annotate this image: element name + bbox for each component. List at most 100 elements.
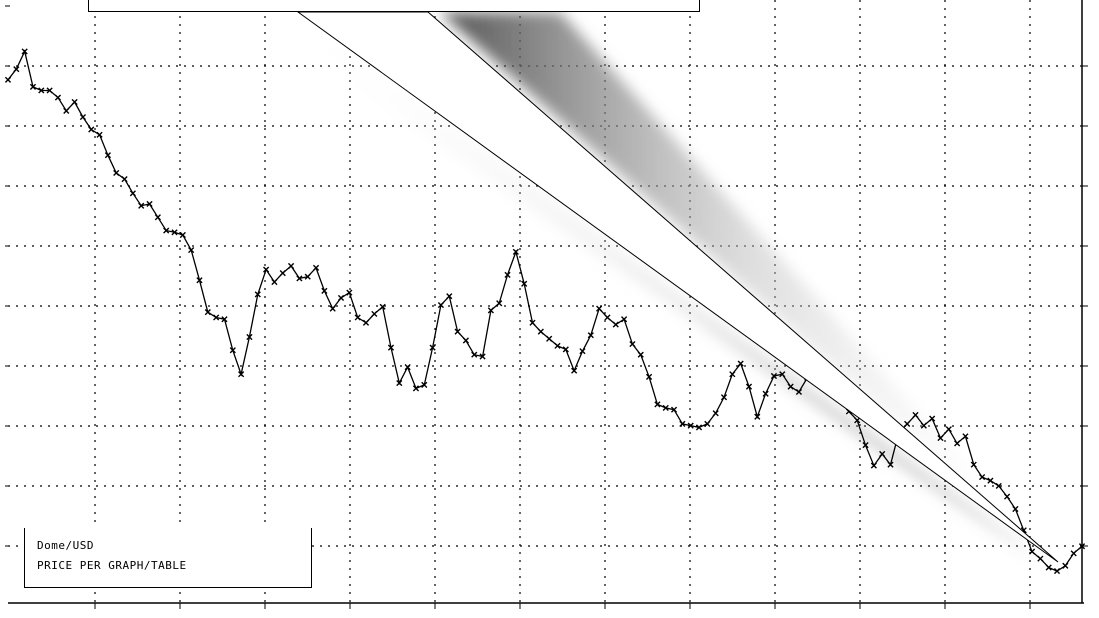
data-point <box>196 277 203 284</box>
data-point <box>404 364 411 371</box>
data-point <box>745 383 753 390</box>
data-point <box>179 231 186 239</box>
data-point <box>504 271 511 278</box>
data-point <box>537 328 544 335</box>
data-point <box>987 477 994 484</box>
data-point <box>654 401 661 408</box>
data-point <box>962 433 969 440</box>
data-point <box>154 214 161 221</box>
data-point <box>879 450 886 458</box>
data-point <box>645 373 653 380</box>
data-point <box>262 266 270 273</box>
data-point <box>779 371 786 378</box>
data-point <box>221 316 228 323</box>
data-point <box>571 367 578 374</box>
data-point <box>770 372 778 380</box>
data-point <box>629 340 636 348</box>
data-point <box>204 309 211 316</box>
data-point <box>737 360 744 367</box>
data-point <box>329 305 336 312</box>
data-point <box>662 404 669 412</box>
data-point <box>787 383 794 390</box>
data-point <box>362 319 370 326</box>
data-point <box>29 83 37 90</box>
data-point <box>88 126 95 133</box>
data-point <box>954 440 961 447</box>
data-point <box>71 98 78 106</box>
data-point <box>371 310 378 318</box>
data-point <box>437 301 445 309</box>
data-point <box>612 321 619 328</box>
data-point <box>1028 548 1036 555</box>
data-point <box>929 415 936 422</box>
data-point <box>96 131 103 138</box>
data-point <box>496 300 503 307</box>
data-point <box>912 411 919 419</box>
data-point <box>454 328 461 335</box>
data-point <box>487 307 494 314</box>
data-point <box>296 275 303 282</box>
data-point <box>754 413 761 420</box>
data-point <box>387 344 395 351</box>
data-point <box>213 314 220 321</box>
data-point <box>712 410 719 417</box>
callout-box <box>88 0 700 12</box>
data-point <box>1012 505 1019 513</box>
data-point <box>246 333 253 341</box>
data-point <box>479 353 486 360</box>
data-point <box>229 347 236 354</box>
data-point <box>587 332 594 339</box>
data-point <box>762 390 769 397</box>
data-point <box>63 107 70 114</box>
data-point <box>346 289 353 296</box>
data-point <box>887 461 894 468</box>
data-point <box>171 229 178 236</box>
data-point <box>163 227 170 234</box>
data-point <box>521 280 528 287</box>
data-point <box>304 273 311 280</box>
data-point <box>188 246 195 254</box>
data-point <box>870 462 877 469</box>
data-point <box>529 319 536 326</box>
data-point <box>462 337 470 344</box>
data-point <box>354 314 361 321</box>
data-point <box>512 248 519 255</box>
data-point <box>146 200 153 208</box>
data-point <box>704 420 711 427</box>
callout-shadow <box>245 12 1060 570</box>
data-point <box>729 371 736 378</box>
data-point <box>471 351 478 358</box>
data-point <box>695 424 703 431</box>
data-point <box>396 379 403 387</box>
data-point <box>21 48 28 55</box>
data-point <box>937 434 944 442</box>
data-point <box>854 417 861 424</box>
data-point <box>321 287 328 294</box>
data-point <box>54 94 62 101</box>
data-point <box>920 422 927 429</box>
data-point <box>604 314 611 321</box>
data-point <box>687 422 694 429</box>
data-point <box>113 169 120 177</box>
data-point <box>945 426 952 433</box>
data-point <box>429 344 436 351</box>
data-point <box>271 278 278 286</box>
data-point <box>38 87 45 94</box>
data-point <box>637 351 644 358</box>
data-point <box>795 388 803 396</box>
data-point <box>679 420 686 427</box>
data-point <box>1037 555 1044 562</box>
data-point <box>596 305 603 312</box>
legend: Dome/USD PRICE PER GRAPH/TABLE <box>24 528 312 588</box>
data-point <box>970 461 977 468</box>
data-point <box>4 76 12 83</box>
data-point <box>1070 550 1077 557</box>
data-point <box>412 385 420 392</box>
data-point <box>554 342 561 349</box>
data-point <box>1062 562 1069 569</box>
data-point <box>995 482 1002 490</box>
data-point <box>138 202 145 209</box>
data-point <box>379 303 386 310</box>
